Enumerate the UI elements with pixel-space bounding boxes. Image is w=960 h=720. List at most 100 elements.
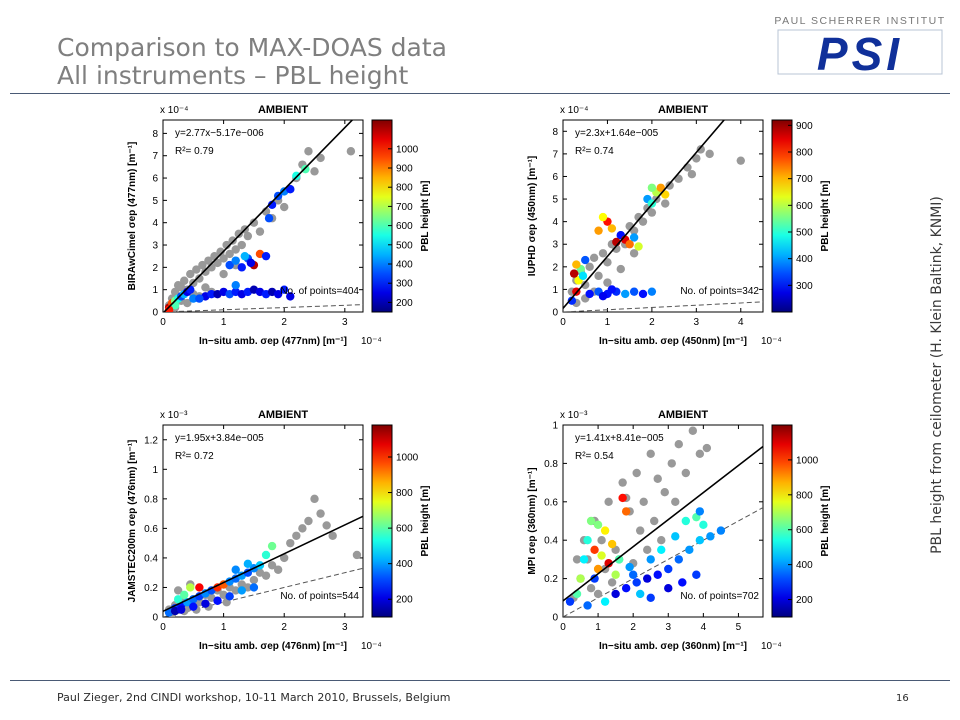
y-tick-label: 0.8 [144,494,158,505]
data-point [225,592,234,601]
data-point [647,287,657,296]
data-point [716,526,726,535]
data-point-gray [280,202,289,212]
data-point-gray [173,586,183,595]
colorbar-tick-label: 1000 [396,453,419,464]
data-point-gray [639,497,648,506]
y-tick-label: 2 [152,263,158,274]
data-point-gray [304,516,313,526]
colorbar-tick-label: 400 [796,254,813,265]
y-tick-label: 5 [552,195,558,206]
data-point [706,532,715,541]
footer-text: Paul Zieger, 2nd CINDI workshop, 10-11 M… [57,691,451,704]
x-tick-label: 3 [342,622,348,633]
y-exponent: x 10⁻⁴ [560,105,588,116]
colorbar-tick-label: 1000 [396,144,419,155]
data-point [692,570,701,579]
data-point-gray [695,449,705,458]
chart-title: AMBIENT [658,104,708,116]
data-point [231,256,240,265]
fit-equation: y=2.3x+1.64e−005 [575,128,659,139]
colorbar-tick-label: 1000 [796,455,819,466]
logo-top-text: PAUL SCHERRER INSTITUT [774,15,945,27]
data-point [656,183,665,192]
data-point-gray [674,440,683,449]
y-tick-label: 7 [552,149,558,160]
y-tick-label: 3 [152,241,158,252]
data-point [590,545,599,554]
points-count: No. of points=404 [280,286,359,297]
colorbar [371,119,393,313]
x-tick-label: 5 [736,622,742,633]
colorbar-tick-label: 400 [396,260,413,271]
data-point-gray [612,244,621,253]
data-point [173,595,183,604]
data-point-gray [589,253,599,262]
data-point-gray [657,536,666,545]
data-point-gray [216,247,225,256]
data-point [695,536,705,545]
data-point [586,516,596,526]
x-axis-label: In−situ amb. σep (476nm) [m⁻¹] [199,641,347,652]
data-point [598,291,608,301]
data-point-gray [607,578,617,587]
data-point [240,251,250,261]
data-point-gray [249,218,259,227]
data-point [607,285,617,294]
data-point [225,260,234,270]
data-point-gray [688,426,698,435]
y-tick-label: 8 [152,129,158,140]
data-point [594,226,603,235]
data-point-gray [594,271,603,281]
data-point-gray [310,494,319,504]
data-point [261,251,271,261]
data-point [629,287,639,296]
data-point [634,242,643,251]
data-point-gray [702,443,712,453]
data-point [567,296,577,305]
data-point [646,555,655,564]
data-point-gray [635,526,645,535]
data-point-gray [261,571,271,580]
y-tick-label: 6 [552,172,558,183]
points-count: No. of points=342 [680,286,759,297]
data-point [643,574,652,583]
data-point [628,570,638,579]
colorbar-tick-label: 800 [796,148,813,159]
data-point-gray [638,217,648,226]
side-label-text: PBL height from ceilometer (H. Klein Bal… [929,196,945,554]
fit-line [163,120,354,312]
data-point [565,597,575,606]
x-tick-label: 2 [630,622,636,633]
data-point-gray [629,249,639,258]
data-point [267,200,277,210]
data-point-gray [195,274,204,283]
data-point [664,584,673,593]
data-point-gray [322,521,331,530]
data-point-gray [280,553,289,563]
data-point-gray [328,531,337,540]
data-point [671,532,680,541]
data-point-gray [646,449,655,458]
data-point-gray [267,561,277,570]
data-point [597,551,606,560]
x-tick-label: 2 [281,317,287,328]
data-point [579,555,589,564]
y-tick-label: 0 [552,308,558,319]
colorbar-tick-label: 500 [396,240,413,251]
side-label: PBL height from ceilometer (H. Klein Bal… [925,150,949,600]
data-point-gray [736,156,745,165]
data-point [583,536,592,545]
data-point-gray [581,280,590,290]
colorbar-label: PBL height [m] [820,181,831,252]
data-point [621,289,630,299]
data-point-gray [292,531,301,540]
data-point [261,550,271,560]
footer-divider [10,680,950,681]
data-point-gray [204,256,213,265]
y-tick-label: 0.6 [544,497,558,508]
data-point [607,224,617,233]
y-tick-label: 0.4 [144,553,158,564]
data-point [646,593,655,602]
data-point-gray [597,536,606,545]
